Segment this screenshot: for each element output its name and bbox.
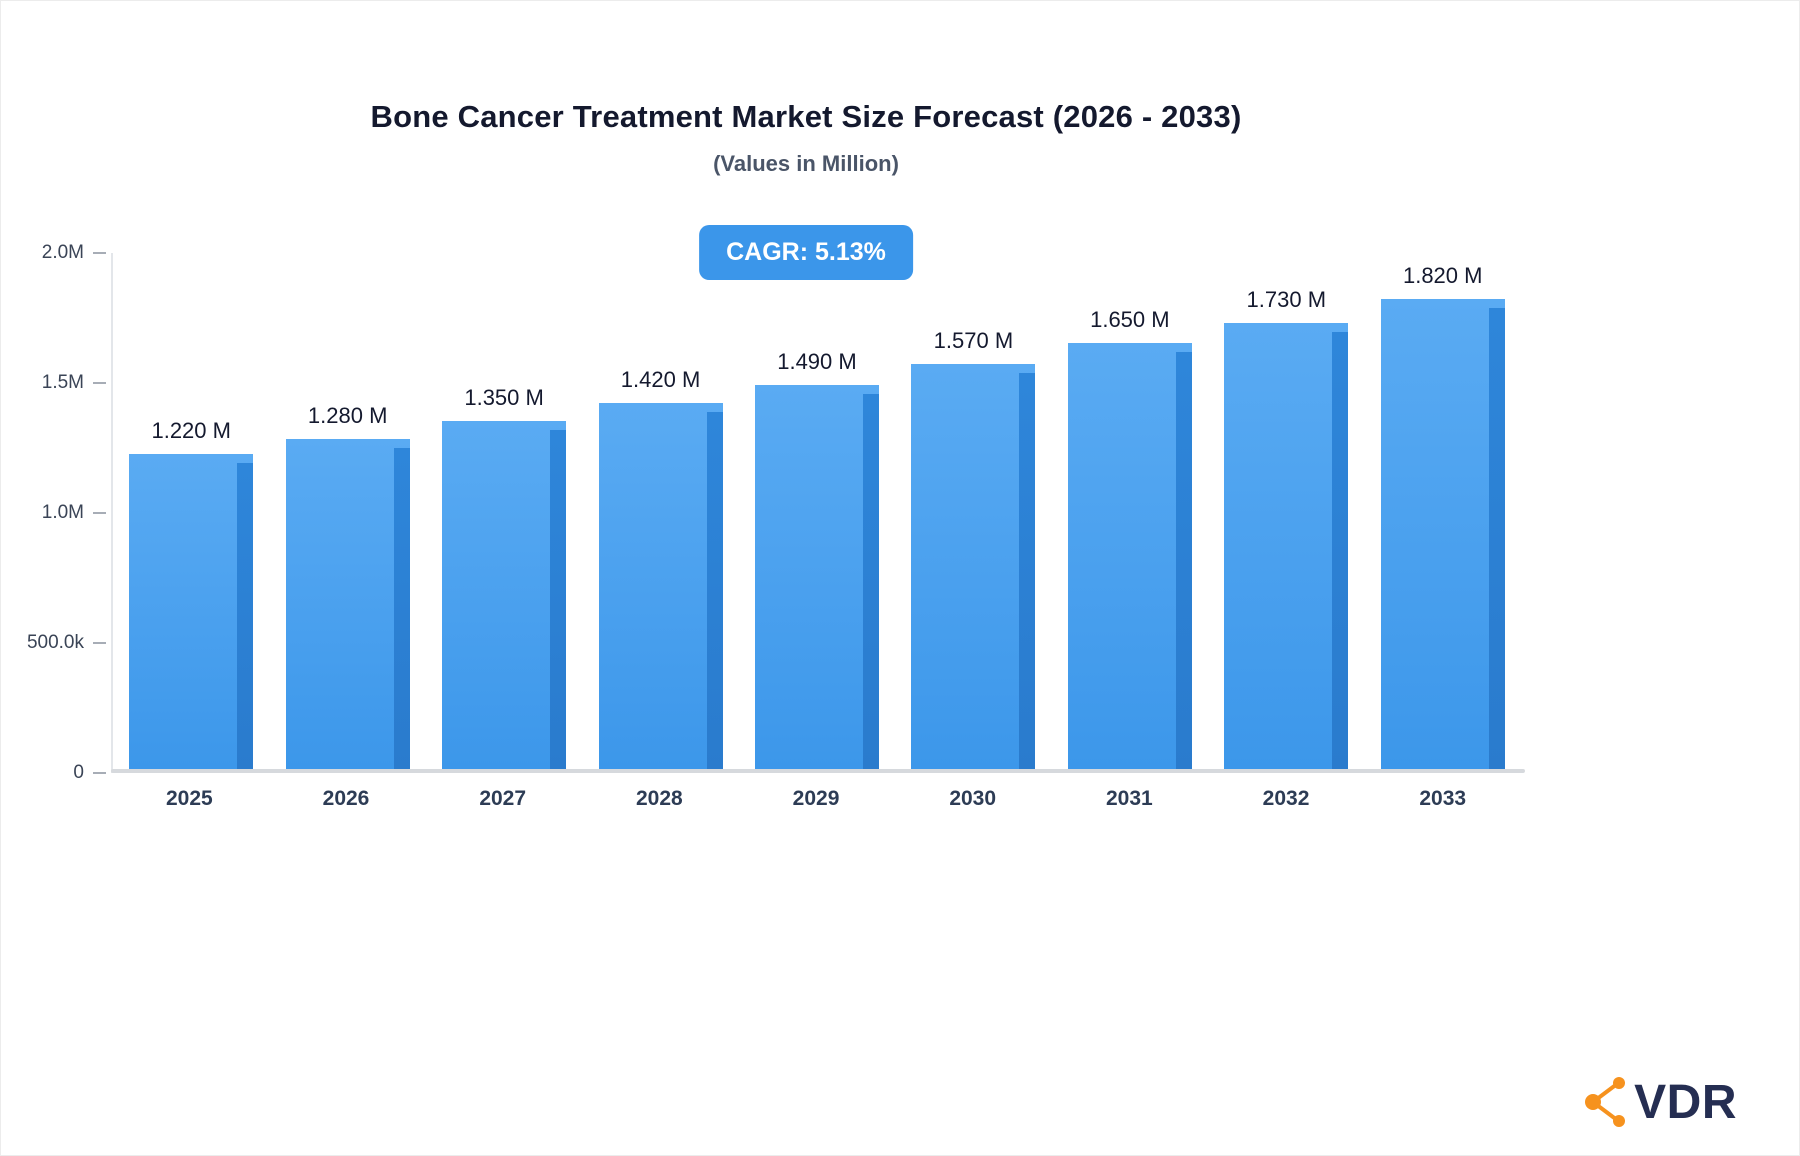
bar-value-label: 1.650 M [1090, 307, 1170, 333]
x-axis-label-2026: 2026 [322, 787, 370, 810]
plot-area: 1.220 M 1.280 M 1.350 M 1.420 M 1.490 M 1.570… [27, 242, 1525, 783]
chart-title: Bone Cancer Treatment Market Size Foreca… [370, 99, 1242, 134]
bar-value-label: 1.570 M [933, 327, 1014, 353]
bar-3d-side [550, 429, 567, 769]
bar-3d-side [1019, 372, 1036, 769]
bar-slot: 1.730 M [1208, 253, 1364, 769]
x-axis-label-2027: 2027 [479, 787, 527, 810]
y-axis-tick-label: 0 [73, 762, 84, 783]
x-axis-label-2029: 2029 [792, 787, 840, 810]
y-axis-tick-mark [93, 772, 106, 774]
bar-slot: 1.820 M [1365, 253, 1521, 769]
cagr-badge: CAGR: 5.13% [699, 225, 913, 280]
y-axis-tick-mark [93, 252, 106, 254]
bars-row: 1.220 M 1.280 M 1.350 M 1.420 M 1.490 M 1.570… [113, 253, 1521, 769]
bar-3d-side [862, 393, 879, 769]
bar-value-label: 1.490 M [777, 348, 857, 374]
bar-3d-side [1332, 331, 1349, 769]
x-axis-label-2032: 2032 [1262, 787, 1310, 810]
bar-value-label: 1.350 M [464, 384, 544, 410]
bar-3d-side [706, 411, 723, 769]
chart-subtitle: (Values in Million) [713, 151, 899, 176]
bar-slot: 1.490 M [739, 253, 895, 769]
y-axis-tick-label: 1.5M [41, 372, 84, 393]
bar-2032: 1.730 M [1224, 287, 1349, 769]
x-axis-label-2025: 2025 [165, 787, 213, 810]
bar-slot: 1.280 M [269, 253, 425, 769]
bar-value-label: 1.730 M [1246, 286, 1327, 312]
bar-slot: 1.350 M [426, 253, 582, 769]
y-axis-tick-label: 500.0k [26, 632, 84, 653]
bar-2025: 1.220 M [129, 418, 254, 769]
y-axis-tick-mark [93, 642, 106, 644]
bar-2031: 1.650 M [1067, 307, 1192, 769]
x-axis-label-2033: 2033 [1419, 787, 1467, 810]
brand-logo: VDR [1580, 1071, 1737, 1133]
y-axis-tick-label: 2.0M [41, 242, 84, 263]
y-axis-tick-mark [93, 512, 106, 514]
network-nodes-icon [1580, 1071, 1632, 1133]
bar-slot: 1.220 M [113, 253, 269, 769]
bar-slot: 1.570 M [895, 253, 1051, 769]
bar-value-label: 1.280 M [307, 402, 388, 428]
bar-3d-side [1488, 308, 1505, 769]
bar-2028: 1.420 M [598, 367, 723, 769]
bar-value-label: 1.220 M [151, 418, 231, 444]
bar-value-label: 1.820 M [1402, 263, 1483, 289]
bar-slot: 1.650 M [1052, 253, 1208, 769]
bar-value-label: 1.420 M [620, 366, 701, 392]
bar-3d-side [237, 463, 254, 769]
x-axis-label-2031: 2031 [1106, 787, 1153, 810]
x-axis-labels: 2025 2026 2027 2028 2029 2030 2031 2032 2033 [111, 787, 1521, 811]
bar-2029: 1.490 M [754, 349, 879, 769]
y-axis-tick-mark [93, 382, 106, 384]
bar-slot: 1.420 M [582, 253, 738, 769]
brand-text: VDR [1634, 1075, 1737, 1129]
x-axis-label-2030: 2030 [949, 787, 997, 810]
bar-2026: 1.280 M [285, 403, 410, 769]
x-axis-line [111, 769, 1525, 773]
y-axis-tick-label: 1.0M [41, 502, 84, 523]
bar-3d-side [1175, 352, 1192, 769]
bar-2027: 1.350 M [442, 385, 567, 769]
bar-2030: 1.570 M [911, 328, 1036, 769]
bar-2033: 1.820 M [1380, 263, 1505, 769]
bar-3d-side [393, 447, 410, 769]
x-axis-label-2028: 2028 [635, 787, 683, 810]
